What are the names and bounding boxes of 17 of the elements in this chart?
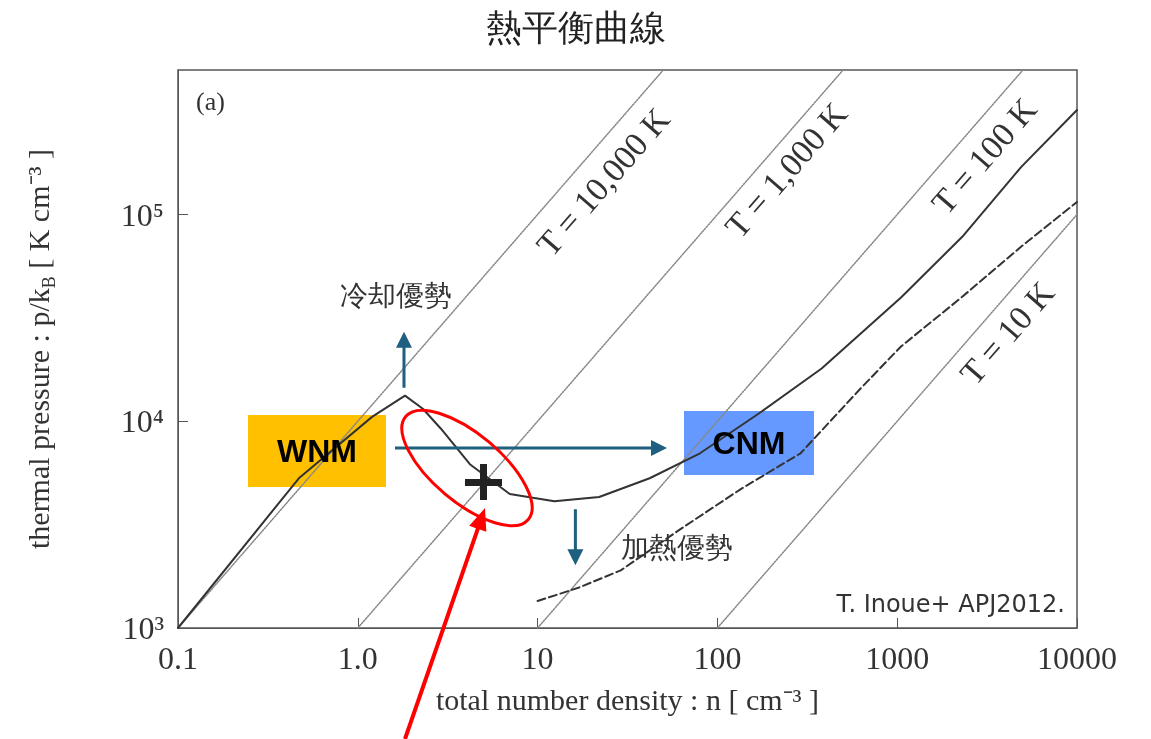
x-tick-label: 100 (693, 640, 742, 676)
x-axis-title: total number density : n [ cm⁻³ ] (435, 682, 820, 716)
chart-title: 熱平衡曲線 (485, 6, 666, 48)
y-axis-title: thermal pressure : p/kB [ K cm⁻³ ] (22, 148, 59, 550)
x-tick-label: 1.0 (337, 640, 378, 676)
annotation: (a) (196, 86, 225, 116)
x-tick-label: 10 (521, 640, 554, 676)
x-tick-label: 10000 (1037, 640, 1117, 676)
y-tick-label: 10⁵ (120, 196, 164, 233)
annotation: 加熱優勢 (621, 530, 734, 564)
y-tick-label: 10⁴ (120, 403, 164, 440)
annotation: 冷却優勢 (339, 279, 452, 313)
annotation: T. Inoue+ APJ2012. (835, 590, 1065, 618)
x-tick-label: 1000 (865, 640, 930, 676)
annotation: CNM (712, 425, 786, 461)
annotation: T = 10 K (952, 273, 1062, 392)
annotation: T = 100 K (924, 90, 1045, 222)
